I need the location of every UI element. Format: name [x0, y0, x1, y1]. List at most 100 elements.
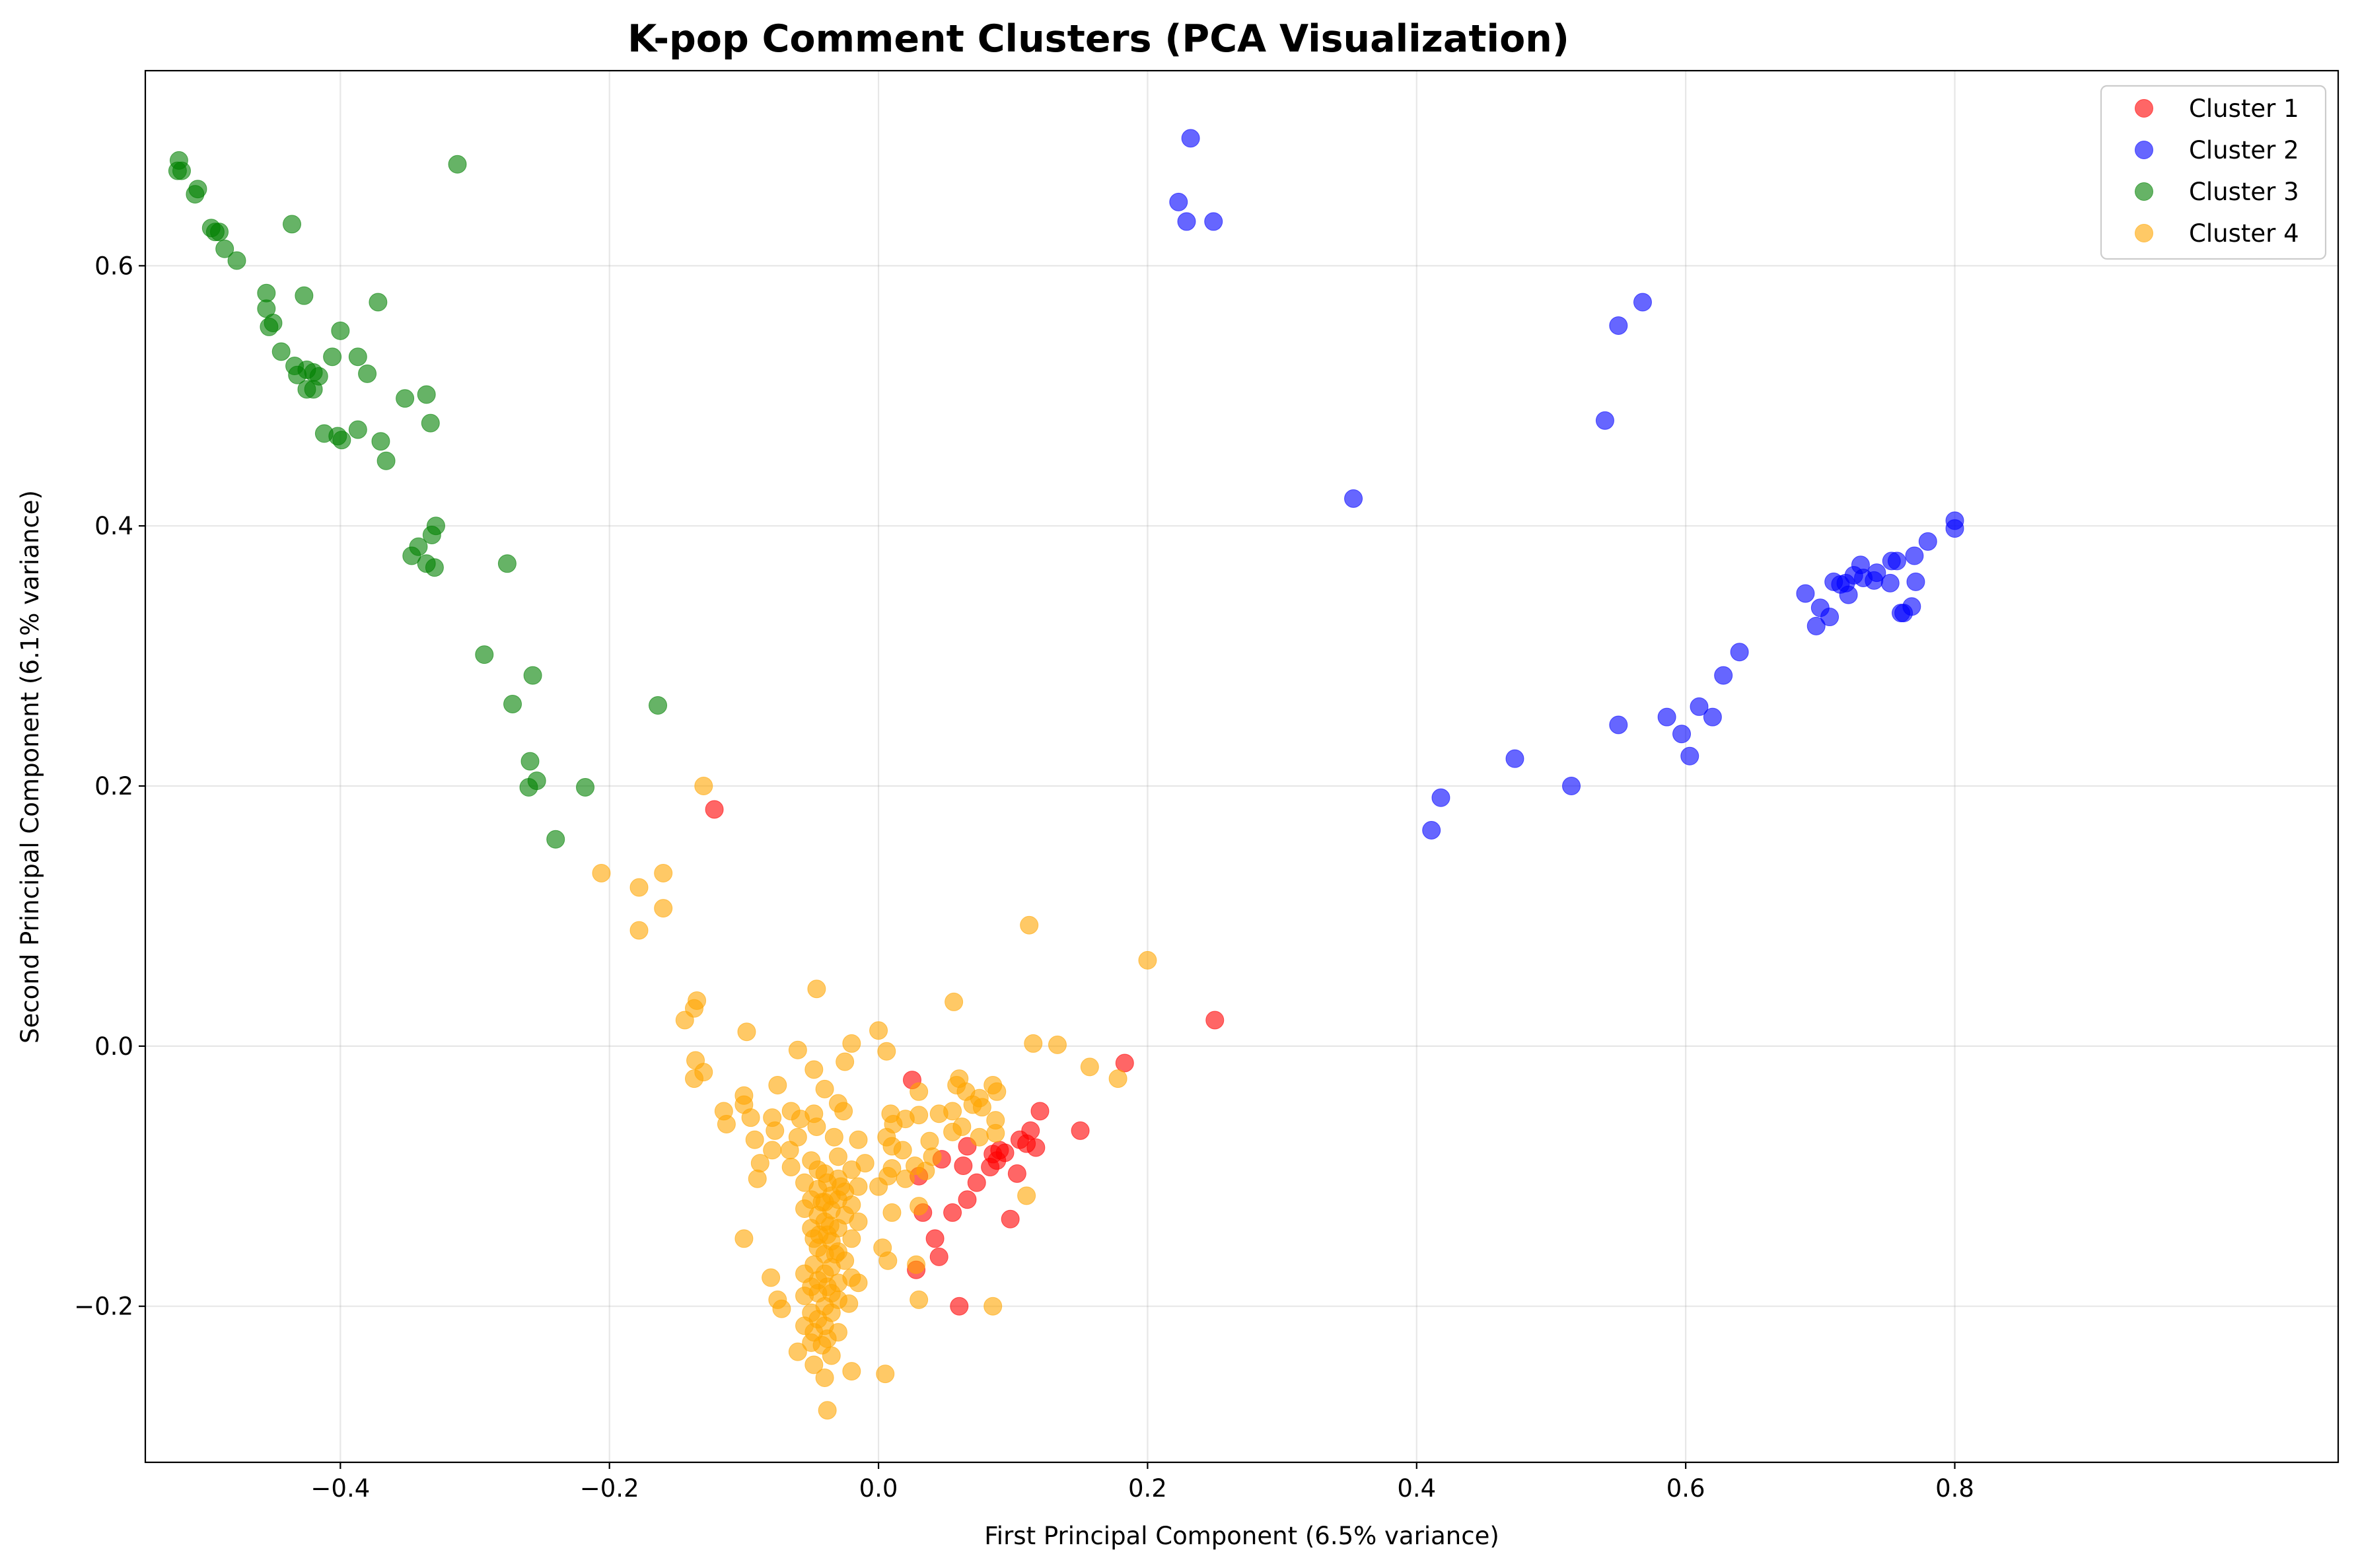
plot-background [145, 71, 2338, 1462]
data-point [842, 1229, 861, 1248]
chart-title: K-pop Comment Clusters (PCA Visualizatio… [627, 17, 1569, 61]
legend-marker [2135, 224, 2153, 242]
data-point [1672, 725, 1692, 744]
x-axis-label: First Principal Component (6.5% variance… [984, 1522, 1499, 1550]
data-point [1680, 746, 1699, 766]
data-point [369, 293, 388, 312]
x-tick-label: −0.2 [580, 1474, 639, 1503]
data-point [288, 365, 307, 384]
data-point [417, 385, 436, 404]
data-point [804, 1060, 824, 1079]
data-point [1609, 715, 1628, 734]
x-tick-label: 0.4 [1397, 1474, 1436, 1503]
data-point [1205, 1011, 1225, 1030]
data-point [546, 830, 565, 849]
data-point [520, 752, 540, 771]
data-point [970, 1127, 989, 1147]
data-point [1918, 532, 1937, 551]
data-point [1806, 616, 1826, 635]
data-point [983, 1297, 1003, 1316]
data-point [893, 1141, 912, 1160]
data-point [654, 863, 673, 882]
data-point [878, 1251, 898, 1270]
data-point [815, 1079, 834, 1098]
data-point [1714, 666, 1733, 685]
data-point [1204, 212, 1223, 231]
y-tick-label: −0.2 [74, 1293, 133, 1321]
data-point [358, 364, 377, 383]
x-tick-label: 0.8 [1935, 1474, 1974, 1503]
data-point [1595, 411, 1614, 430]
data-point [929, 1104, 948, 1123]
x-tick-label: 0.0 [859, 1474, 898, 1503]
series-cluster-1 [705, 800, 1225, 1316]
data-point [210, 223, 229, 242]
data-point [576, 778, 595, 797]
data-point [791, 1110, 810, 1129]
data-point [186, 185, 205, 204]
legend-marker [2135, 141, 2153, 159]
data-point [768, 1075, 787, 1094]
data-point [954, 1157, 973, 1176]
legend-label: Cluster 1 [2189, 94, 2299, 123]
data-point [331, 321, 350, 340]
data-point [967, 1173, 986, 1192]
data-point [348, 420, 367, 439]
legend-label: Cluster 3 [2189, 178, 2299, 206]
data-point [227, 251, 246, 270]
y-tick-label: 0.2 [94, 772, 133, 801]
data-point [745, 1130, 764, 1149]
data-point [421, 413, 440, 433]
data-point [1945, 519, 1964, 538]
data-point [323, 347, 342, 367]
y-tick-label: 0.4 [94, 512, 133, 540]
data-point [1071, 1121, 1090, 1140]
data-point [929, 1247, 948, 1266]
data-point [877, 1042, 896, 1061]
data-point [1422, 820, 1441, 839]
data-point [842, 1160, 861, 1179]
data-point [910, 1290, 929, 1309]
data-point [1730, 643, 1749, 662]
data-point [896, 1169, 915, 1188]
data-point [958, 1190, 977, 1209]
data-point [592, 863, 611, 882]
data-point [972, 1098, 991, 1117]
data-point [503, 694, 522, 713]
data-point [1108, 1069, 1127, 1088]
data-point [1609, 316, 1628, 335]
x-tick-label: 0.6 [1666, 1474, 1705, 1503]
data-point [869, 1177, 888, 1196]
data-point [402, 546, 421, 565]
data-point [215, 239, 234, 258]
legend-frame [2100, 85, 2327, 260]
data-point [1905, 546, 1924, 565]
data-point [910, 1197, 929, 1216]
data-point [1839, 585, 1858, 604]
data-point [1115, 1053, 1134, 1073]
data-point [1080, 1057, 1099, 1077]
data-point [694, 777, 713, 796]
data-point [295, 286, 314, 305]
data-point [916, 1161, 935, 1180]
data-point [1431, 788, 1450, 807]
data-point [1026, 1138, 1046, 1157]
data-point [734, 1229, 754, 1248]
data-point [396, 389, 415, 408]
data-point [1880, 573, 1900, 592]
data-point [807, 980, 826, 999]
data-point [1007, 1164, 1026, 1183]
plot-area [144, 69, 2340, 1464]
data-point [824, 1127, 843, 1147]
data-point [304, 380, 323, 399]
x-tick-label: 0.2 [1128, 1474, 1167, 1503]
data-point [750, 1154, 769, 1173]
data-point [422, 525, 441, 544]
legend-marker [2135, 182, 2153, 201]
data-point [649, 695, 668, 715]
data-point [448, 155, 467, 174]
data-point [1690, 697, 1709, 716]
data-point [705, 800, 724, 819]
data-point [780, 1141, 799, 1160]
